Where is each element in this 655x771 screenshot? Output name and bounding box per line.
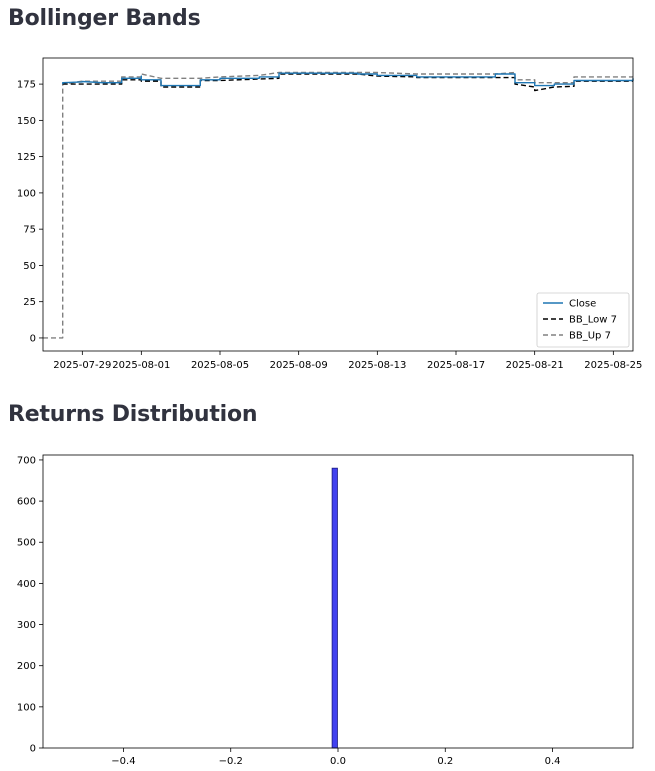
y-tick-label: 100 [17, 188, 36, 199]
returns-section-title: Returns Distribution [8, 402, 258, 427]
x-tick-label: 2025-08-17 [427, 360, 485, 371]
y-tick-label: 50 [23, 261, 36, 272]
y-tick-label: 300 [17, 620, 36, 631]
y-tick-label: 0 [30, 744, 36, 755]
y-tick-label: 200 [17, 661, 36, 672]
bollinger-section-title: Bollinger Bands [8, 6, 201, 31]
plot-frame [42, 454, 634, 749]
y-tick-label: 700 [17, 455, 36, 466]
y-tick-label: 400 [17, 579, 36, 590]
plot-frame [42, 57, 634, 352]
x-tick-label: 2025-08-09 [270, 360, 328, 371]
x-tick-label: −0.4 [111, 756, 135, 767]
y-tick-label: 125 [17, 152, 36, 163]
x-tick-label: 2025-07-29 [53, 360, 111, 371]
x-tick-label: 2025-08-01 [112, 360, 170, 371]
x-tick-label: 0.0 [330, 756, 346, 767]
x-tick-label: 2025-08-21 [506, 360, 564, 371]
legend-label: BB_Low 7 [569, 315, 617, 326]
x-tick-label: 2025-08-13 [348, 360, 406, 371]
y-tick-label: 25 [23, 297, 36, 308]
x-tick-label: 0.4 [545, 756, 561, 767]
x-tick-label: 2025-08-25 [584, 360, 642, 371]
y-tick-label: 150 [17, 116, 36, 127]
x-tick-label: 2025-08-05 [191, 360, 249, 371]
legend-box [536, 292, 630, 348]
x-tick-label: −0.2 [219, 756, 243, 767]
x-tick-label: 0.2 [437, 756, 453, 767]
y-tick-label: 600 [17, 497, 36, 508]
y-tick-label: 100 [17, 702, 36, 713]
y-tick-label: 0 [30, 333, 36, 344]
bollinger-chart: 0 25 50 75 100 125 150 175 2025-07-29 2025-08-01 2… [17, 57, 642, 371]
y-tick-label: 75 [23, 225, 36, 236]
series-line-close [62, 72, 634, 87]
y-tick-label: 500 [17, 538, 36, 549]
histogram-bar [331, 467, 338, 749]
legend-label: Close [569, 299, 596, 310]
legend-label: BB_Up 7 [569, 331, 611, 342]
y-tick-label: 175 [17, 80, 36, 91]
